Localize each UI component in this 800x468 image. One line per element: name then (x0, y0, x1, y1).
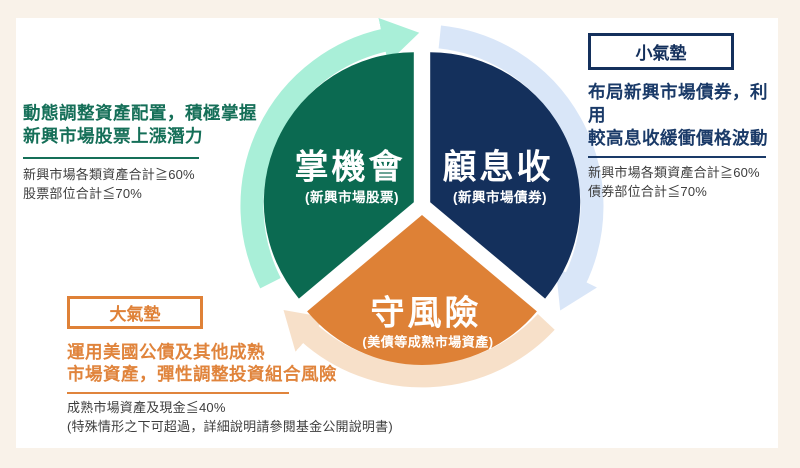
segment-mature (307, 215, 537, 365)
mature-strategy-heading-line2: 市場資產，彈性調整投資組合風險 (67, 364, 337, 384)
segment-mature-label: 守風險 (370, 294, 482, 333)
bond-note-line1: 新興市場各類資產合計≧60% (588, 165, 760, 180)
bond-note-line2: 債券部位合計≦70% (588, 184, 708, 199)
equity-note-line1: 新興市場各類資產合計≧60% (23, 167, 195, 182)
divider (23, 157, 199, 159)
divider (588, 156, 766, 158)
bond-strategy-block: 小氣墊 布局新興市場債券，利用 較高息收緩衝價格波動 新興市場各類資產合計≧60… (588, 33, 778, 201)
bond-strategy-heading-line1: 布局新興市場債券，利用 (588, 82, 768, 125)
divider (67, 392, 289, 394)
equity-strategy-heading-line2: 新興市場股票上漲潛力 (23, 126, 203, 146)
bond-strategy-notes: 新興市場各類資產合計≧60% 債券部位合計≦70% (588, 163, 778, 201)
segment-mature-sublabel: (美債等成熟市場資產) (362, 334, 494, 350)
mature-strategy-block: 大氣墊 運用美國公債及其他成熟 市場資產，彈性調整投資組合風險 成熟市場資產及現… (67, 296, 407, 436)
mature-strategy-notes: 成熟市場資產及現金≦40% (特殊情形之下可超過，詳細說明請參閱基金公開說明書) (67, 398, 407, 436)
bond-strategy-heading-line2: 較高息收緩衝價格波動 (588, 128, 768, 148)
mature-note-line2: (特殊情形之下可超過，詳細說明請參閱基金公開說明書) (67, 419, 393, 434)
equity-strategy-heading: 動態調整資產配置，積極掌握 新興市場股票上漲潛力 (23, 102, 263, 148)
clockwise-arrow-mint-icon (240, 17, 420, 289)
segment-equity (263, 52, 414, 299)
clockwise-arrow-peach-icon (283, 310, 555, 388)
equity-strategy-block: 動態調整資產配置，積極掌握 新興市場股票上漲潛力 新興市場各類資產合計≧60% … (23, 102, 263, 203)
equity-strategy-heading-line1: 動態調整資產配置，積極掌握 (23, 103, 257, 123)
segment-bond (430, 52, 581, 299)
equity-strategy-notes: 新興市場各類資產合計≧60% 股票部位合計≦70% (23, 165, 263, 203)
mature-note-line1: 成熟市場資產及現金≦40% (67, 400, 226, 415)
clockwise-arrow-blue-icon (438, 25, 604, 311)
segment-bond-label: 顧息收 (442, 148, 554, 187)
mature-strategy-heading: 運用美國公債及其他成熟 市場資產，彈性調整投資組合風險 (67, 341, 407, 385)
segment-equity-label: 掌機會 (294, 148, 406, 187)
bond-strategy-heading: 布局新興市場債券，利用 較高息收緩衝價格波動 (588, 81, 778, 150)
equity-note-line2: 股票部位合計≦70% (23, 186, 143, 201)
large-cushion-badge: 大氣墊 (67, 296, 203, 329)
segment-bond-sublabel: (新興市場債券) (453, 190, 547, 205)
segment-equity-sublabel: (新興市場股票) (305, 190, 399, 205)
mature-strategy-heading-line1: 運用美國公債及其他成熟 (67, 342, 265, 362)
small-cushion-badge: 小氣墊 (588, 33, 734, 70)
